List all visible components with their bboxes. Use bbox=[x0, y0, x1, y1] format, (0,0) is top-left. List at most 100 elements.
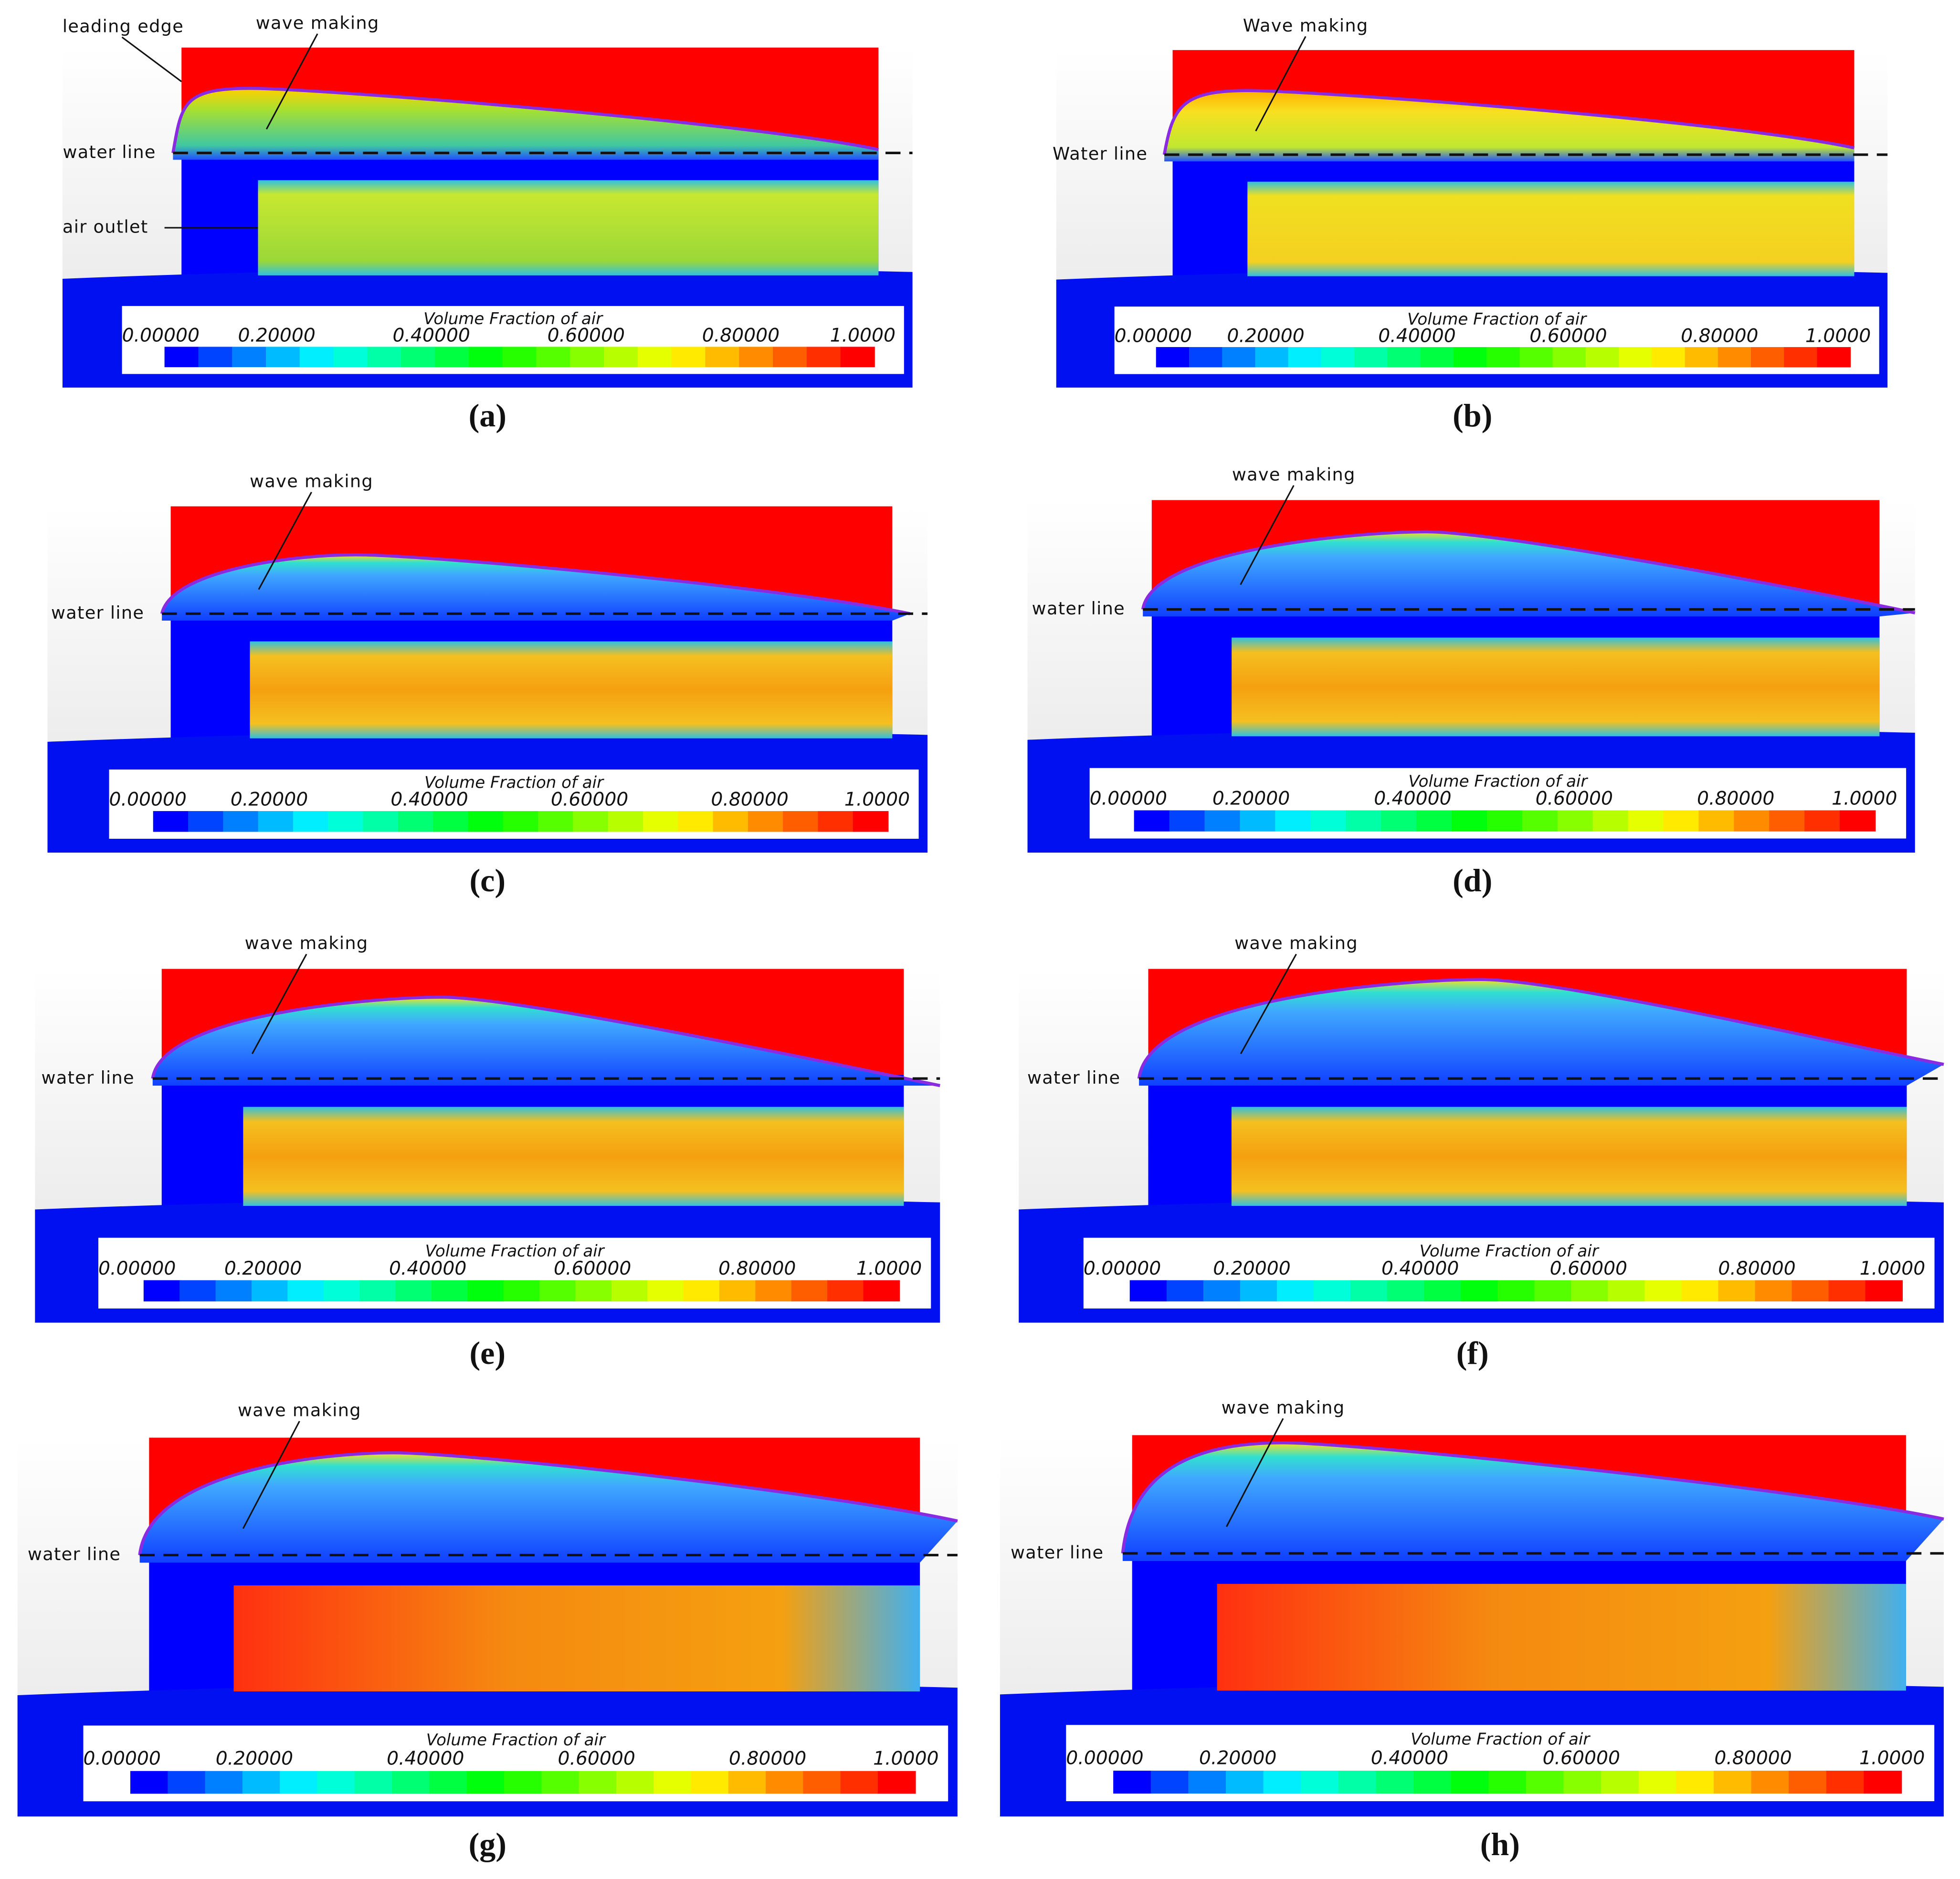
colorbar-tick-label: 0.40000 bbox=[393, 325, 470, 347]
colorbar-swatch bbox=[1451, 810, 1488, 832]
air-cavity bbox=[1247, 181, 1855, 276]
colorbar-swatch bbox=[1751, 1771, 1790, 1794]
colorbar-swatch bbox=[323, 1280, 360, 1302]
colorbar-swatch bbox=[287, 1280, 325, 1302]
colorbar-swatch bbox=[1755, 1280, 1792, 1302]
colorbar-swatch bbox=[1189, 347, 1223, 368]
colorbar-swatch bbox=[1644, 1280, 1682, 1302]
colorbar-swatch bbox=[1381, 810, 1417, 832]
colorbar-swatch bbox=[678, 811, 714, 832]
colorbar-swatch bbox=[1526, 1771, 1564, 1794]
colorbar-swatch bbox=[1376, 1771, 1414, 1794]
panel-label: (f) bbox=[1456, 1335, 1489, 1371]
colorbar-tick-label: 0.20000 bbox=[1212, 788, 1290, 810]
colorbar-swatch bbox=[1338, 1771, 1377, 1794]
colorbar-swatch bbox=[1301, 1771, 1339, 1794]
colorbar-swatch bbox=[205, 1771, 243, 1794]
colorbar-swatch bbox=[616, 1771, 654, 1794]
wave-region bbox=[1139, 979, 1944, 1086]
colorbar-swatch bbox=[1416, 810, 1453, 832]
colorbar-swatch bbox=[1240, 810, 1276, 832]
colorbar-swatch bbox=[1275, 810, 1311, 832]
colorbar-tick-label: 0.60000 bbox=[1543, 1748, 1620, 1769]
colorbar-swatch bbox=[1453, 347, 1487, 368]
colorbar-swatch bbox=[1387, 347, 1421, 368]
annotation-pointer bbox=[1226, 1418, 1284, 1527]
colorbar-swatch bbox=[502, 347, 537, 368]
wave-region bbox=[139, 1453, 958, 1563]
colorbar-swatch bbox=[1354, 347, 1388, 368]
colorbar-swatch bbox=[468, 347, 503, 368]
annotation-pointer bbox=[1240, 953, 1297, 1055]
colorbar-tick-label: 0.40000 bbox=[387, 1748, 464, 1769]
annotation: water line bbox=[63, 142, 156, 162]
air-cavity bbox=[1217, 1583, 1906, 1691]
colorbar-swatch bbox=[1585, 347, 1620, 368]
colorbar-swatch bbox=[791, 1280, 828, 1302]
colorbar-tick-label: 0.80000 bbox=[729, 1748, 806, 1769]
colorbar-swatch bbox=[1751, 347, 1785, 368]
panel-label: (d) bbox=[1453, 862, 1492, 898]
colorbar-swatch bbox=[1840, 810, 1876, 832]
colorbar-swatch bbox=[1784, 347, 1818, 368]
wave-region bbox=[1122, 1443, 1944, 1561]
colorbar-swatch bbox=[215, 1280, 253, 1302]
air-cavity bbox=[233, 1585, 920, 1692]
colorbar-tick-label: 0.60000 bbox=[1529, 325, 1607, 347]
colorbar-swatch bbox=[1350, 1280, 1388, 1302]
colorbar-swatch bbox=[1713, 1771, 1752, 1794]
colorbar-swatch bbox=[827, 1280, 864, 1302]
colorbar-swatch bbox=[1413, 1771, 1452, 1794]
panel: Volume Fraction of air 0.00000 0.20000 0.40… bbox=[47, 471, 928, 853]
colorbar-swatch bbox=[728, 1771, 767, 1794]
colorbar-title: Volume Fraction of air bbox=[1420, 1242, 1600, 1261]
colorbar-tick-label: 0.00000 bbox=[98, 1258, 176, 1279]
annotation-pointer bbox=[258, 492, 312, 590]
free-surface bbox=[1141, 530, 1916, 615]
annotation: water line bbox=[1011, 1542, 1104, 1562]
colorbar-swatch bbox=[643, 811, 679, 832]
panel-label: (a) bbox=[469, 397, 506, 433]
colorbar-swatch bbox=[748, 811, 784, 832]
annotation: leading edge bbox=[63, 16, 184, 36]
colorbar-title: Volume Fraction of air bbox=[425, 1242, 605, 1261]
colorbar-swatch bbox=[1346, 810, 1382, 832]
colorbar-swatch bbox=[1150, 1771, 1189, 1794]
colorbar-swatch bbox=[1534, 1280, 1572, 1302]
colorbar-swatch bbox=[803, 1771, 841, 1794]
colorbar-swatch bbox=[1592, 810, 1629, 832]
colorbar-swatch bbox=[1804, 810, 1841, 832]
colorbar-swatch bbox=[538, 811, 574, 832]
colorbar-tick-label: 0.20000 bbox=[1227, 325, 1304, 347]
colorbar-swatch bbox=[503, 1280, 540, 1302]
colorbar-swatch bbox=[280, 1771, 318, 1794]
air-cavity bbox=[258, 180, 879, 275]
colorbar-swatch bbox=[468, 811, 504, 832]
colorbar-tick-label: 0.40000 bbox=[390, 789, 468, 811]
colorbar-swatch bbox=[647, 1280, 684, 1302]
colorbar-tick-label: 0.20000 bbox=[1213, 1258, 1290, 1279]
colorbar-tick-label: 0.60000 bbox=[554, 1258, 631, 1279]
annotation: wave making bbox=[250, 471, 373, 491]
annotation: water line bbox=[28, 1544, 121, 1564]
free-surface bbox=[151, 995, 940, 1087]
air-cavity bbox=[1232, 637, 1880, 737]
colorbar-title: Volume Fraction of air bbox=[426, 1731, 606, 1750]
colorbar-tick-label: 0.80000 bbox=[1697, 788, 1774, 810]
wave-region bbox=[1164, 90, 1855, 162]
free-surface bbox=[1137, 978, 1944, 1079]
colorbar-swatch bbox=[1769, 810, 1805, 832]
colorbar-swatch bbox=[435, 347, 470, 368]
colorbar-swatch bbox=[1321, 347, 1355, 368]
colorbar-title: Volume Fraction of air bbox=[423, 309, 603, 328]
colorbar-swatch bbox=[1240, 1280, 1278, 1302]
colorbar-swatch bbox=[713, 811, 749, 832]
colorbar-swatch bbox=[1522, 810, 1559, 832]
colorbar-swatch bbox=[232, 347, 267, 368]
annotation: water line bbox=[42, 1067, 135, 1088]
colorbar-swatch bbox=[1865, 1280, 1903, 1302]
colorbar-swatch bbox=[503, 811, 539, 832]
colorbar-swatch bbox=[333, 347, 368, 368]
colorbar-swatch bbox=[1488, 1771, 1527, 1794]
